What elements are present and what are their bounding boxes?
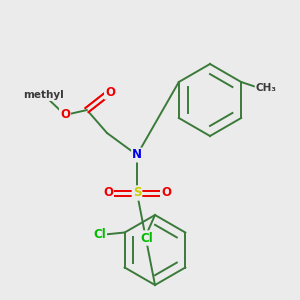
Text: Cl: Cl xyxy=(141,232,153,244)
Text: O: O xyxy=(105,85,115,98)
Text: O: O xyxy=(161,187,171,200)
Text: methyl: methyl xyxy=(24,90,64,100)
Text: O: O xyxy=(60,109,70,122)
Text: O: O xyxy=(105,85,115,98)
Text: N: N xyxy=(132,148,142,161)
Text: Cl: Cl xyxy=(93,228,106,241)
Text: CH₃: CH₃ xyxy=(256,83,277,93)
Text: O: O xyxy=(161,187,171,200)
Text: S: S xyxy=(133,187,141,200)
Text: CH₃: CH₃ xyxy=(256,83,277,93)
Text: O: O xyxy=(103,187,113,200)
Text: Cl: Cl xyxy=(93,228,106,241)
Text: O: O xyxy=(103,187,113,200)
Text: methyl: methyl xyxy=(24,90,64,100)
Text: O: O xyxy=(60,109,70,122)
Text: Cl: Cl xyxy=(141,232,153,244)
Text: S: S xyxy=(133,187,141,200)
